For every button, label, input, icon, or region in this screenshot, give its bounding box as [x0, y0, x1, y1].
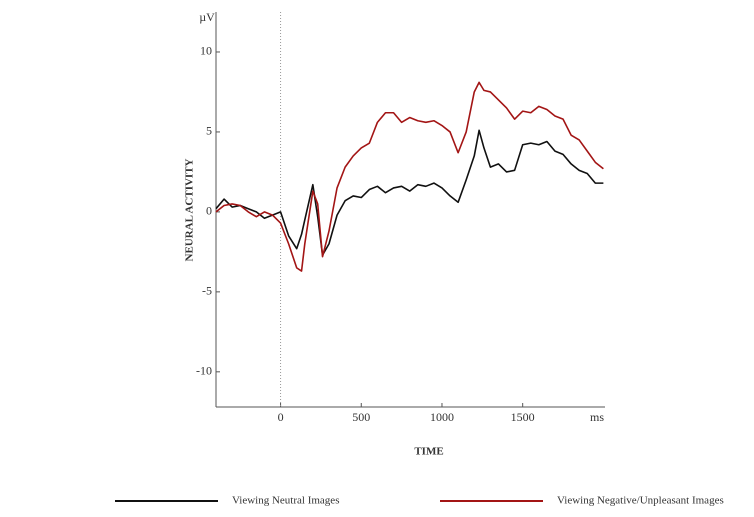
- x-tick-label: 1500: [511, 410, 535, 424]
- series-line: [215, 81, 604, 272]
- x-axis-label: TIME: [414, 446, 443, 458]
- series-line: [215, 129, 604, 256]
- y-tick-label: -5: [202, 284, 212, 298]
- y-axis-label: NEURAL ACTIVITY: [184, 158, 196, 261]
- x-tick-label: 1000: [430, 410, 454, 424]
- y-unit: µV: [199, 10, 215, 24]
- y-tick-label: -10: [196, 364, 212, 378]
- x-unit: ms: [590, 410, 604, 424]
- x-tick-label: 0: [278, 410, 284, 424]
- x-tick-label: 500: [352, 410, 370, 424]
- y-tick-label: 5: [206, 124, 212, 138]
- y-tick-label: 10: [200, 44, 212, 58]
- y-tick-label: 0: [206, 204, 212, 218]
- legend-label: Viewing Negative/Unpleasant Images: [557, 495, 724, 507]
- legend-label: Viewing Neutral Images: [232, 495, 339, 507]
